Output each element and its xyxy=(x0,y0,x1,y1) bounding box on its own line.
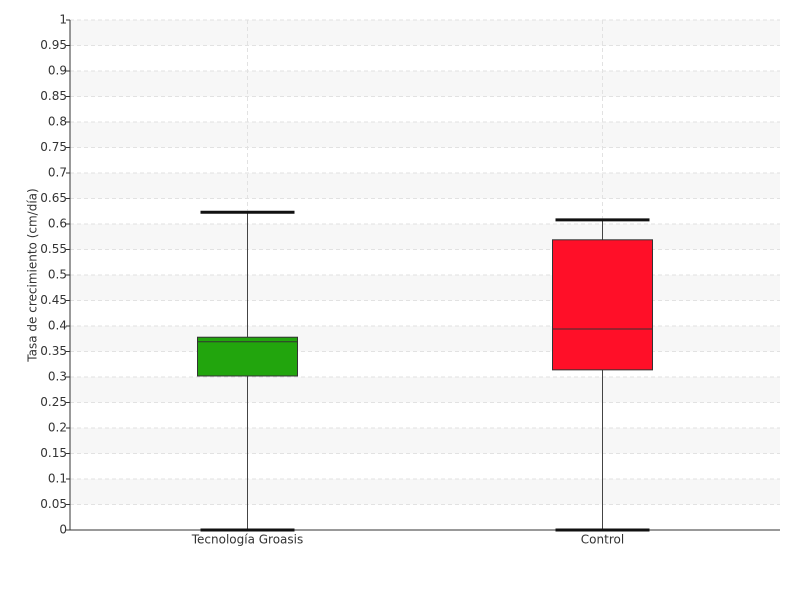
plot-band xyxy=(70,326,780,352)
plot-band xyxy=(70,428,780,454)
y-tick-label: 0.6 xyxy=(48,217,67,231)
y-axis-label: Tasa de crecimiento (cm/día) xyxy=(26,188,40,362)
plot-band xyxy=(70,224,780,250)
y-tick-label: 0.05 xyxy=(40,497,67,511)
y-tick-label: 0.25 xyxy=(40,395,67,409)
y-tick-label: 0.8 xyxy=(48,115,67,129)
y-tick-label: 0.95 xyxy=(40,38,67,52)
plot-band xyxy=(70,377,780,403)
plot-band xyxy=(70,20,780,46)
y-tick-label: 0.15 xyxy=(40,446,67,460)
x-tick-label: Control xyxy=(581,533,624,547)
y-tick-label: 0.45 xyxy=(40,293,67,307)
y-tick-label: 0.1 xyxy=(48,472,67,486)
y-tick-label: 0.3 xyxy=(48,370,67,384)
y-tick-label: 0.75 xyxy=(40,140,67,154)
y-tick-label: 0.7 xyxy=(48,166,67,180)
y-tick-label: 0.55 xyxy=(40,242,67,256)
y-tick-label: 0.35 xyxy=(40,344,67,358)
y-tick-label: 0.4 xyxy=(48,319,67,333)
plot-band xyxy=(70,479,780,505)
y-tick-label: 0.2 xyxy=(48,421,67,435)
x-tick-label: Tecnología Groasis xyxy=(191,533,304,547)
y-tick-label: 1 xyxy=(59,13,67,27)
y-tick-label: 0.5 xyxy=(48,268,67,282)
y-tick-label: 0 xyxy=(59,523,67,537)
plot-band xyxy=(70,173,780,199)
y-tick-label: 0.85 xyxy=(40,89,67,103)
y-tick-label: 0.9 xyxy=(48,64,67,78)
box xyxy=(552,239,653,371)
plot-band xyxy=(70,122,780,148)
box xyxy=(197,336,298,377)
plot-band xyxy=(70,71,780,97)
plot-band xyxy=(70,275,780,301)
y-tick-label: 0.65 xyxy=(40,191,67,205)
